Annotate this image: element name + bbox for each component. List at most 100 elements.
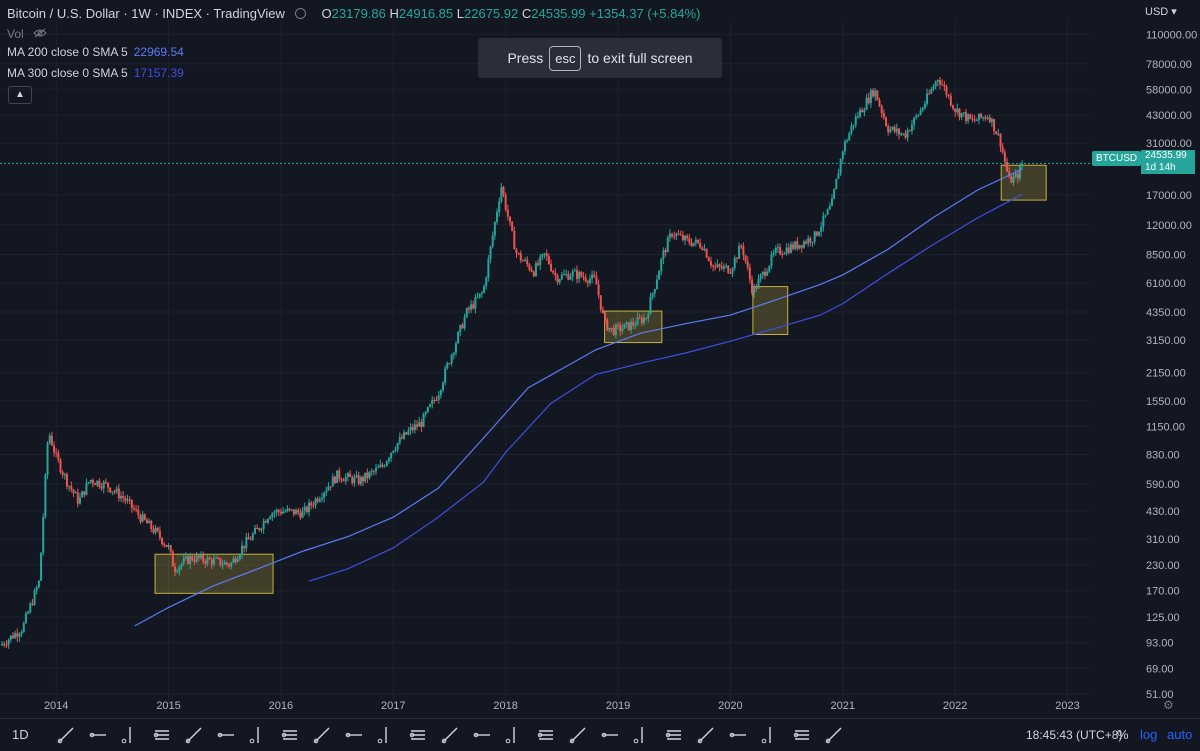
pitchfork-icon[interactable] <box>722 723 754 747</box>
candle <box>78 497 81 504</box>
ma200-legend[interactable]: MA 200 close 0 SMA 5 22969.54 <box>7 45 184 59</box>
candle <box>91 479 94 484</box>
fib-retracement-icon[interactable] <box>562 723 594 747</box>
brush-icon[interactable] <box>242 723 274 747</box>
candle <box>928 93 931 95</box>
candle <box>344 476 347 482</box>
candle <box>256 527 259 529</box>
clock[interactable]: 18:45:43 (UTC+8) <box>1026 728 1123 742</box>
bar-pattern-icon[interactable] <box>274 723 306 747</box>
candle <box>33 590 36 605</box>
vertical-line-icon[interactable] <box>114 723 146 747</box>
candle <box>195 555 198 562</box>
collapse-legend-button[interactable]: ▲ <box>8 86 32 104</box>
candle <box>850 125 853 134</box>
candle <box>230 562 233 567</box>
price-chart[interactable]: 110000.00 78000.00 58000.00 43000.00 31000.0… <box>0 0 1200 718</box>
price-range-icon[interactable] <box>306 723 338 747</box>
candle <box>802 241 805 248</box>
gear-icon[interactable]: ⚙ <box>1163 698 1174 712</box>
candle <box>454 343 457 353</box>
candle <box>895 128 898 132</box>
percent-scale-button[interactable]: % <box>1117 727 1129 742</box>
candle <box>290 509 293 511</box>
candle <box>1021 164 1024 166</box>
candle <box>498 201 501 213</box>
ruler-icon[interactable] <box>530 723 562 747</box>
candle <box>407 430 410 435</box>
text-icon[interactable] <box>338 723 370 747</box>
candle <box>759 275 762 280</box>
candle <box>132 507 135 510</box>
candle <box>400 437 403 439</box>
note-icon[interactable] <box>402 723 434 747</box>
auto-scale-button[interactable]: auto <box>1167 727 1193 742</box>
candle <box>794 241 797 249</box>
candle <box>269 516 272 520</box>
candle <box>329 486 332 488</box>
candle <box>433 399 436 401</box>
candle <box>617 324 620 326</box>
candle <box>867 97 870 104</box>
horizontal-line-icon[interactable] <box>82 723 114 747</box>
arrow-icon[interactable] <box>466 723 498 747</box>
candle <box>547 256 550 264</box>
candle <box>889 129 892 133</box>
candle <box>61 472 64 475</box>
ma300-legend[interactable]: MA 300 close 0 SMA 5 17157.39 <box>7 66 184 80</box>
candle <box>351 476 354 483</box>
symbol-title[interactable]: Bitcoin / U.S. Dollar · 1W · INDEX · Tra… <box>7 6 285 21</box>
candle <box>891 126 894 130</box>
candle <box>422 413 425 427</box>
candle <box>411 426 414 431</box>
callout-icon[interactable] <box>434 723 466 747</box>
candle <box>787 247 790 253</box>
candle <box>638 317 641 319</box>
currency-selector[interactable]: USD ▾ <box>1145 5 1177 18</box>
chevron-up-icon: ▲ <box>15 89 25 100</box>
candle <box>846 140 849 142</box>
xabcd-pattern-icon[interactable] <box>786 723 818 747</box>
candle <box>120 496 123 499</box>
rectangle-icon[interactable] <box>178 723 210 747</box>
candle <box>513 230 516 250</box>
elliott-wave-icon[interactable] <box>818 723 850 747</box>
candle <box>305 506 308 512</box>
path-icon[interactable] <box>370 723 402 747</box>
candle <box>266 519 269 523</box>
candle <box>459 324 462 332</box>
candle <box>960 113 963 118</box>
projection-icon[interactable] <box>498 723 530 747</box>
candle <box>59 459 62 473</box>
parallel-channel-icon[interactable] <box>146 723 178 747</box>
curve-icon[interactable] <box>210 723 242 747</box>
candle <box>772 252 775 255</box>
arc-icon[interactable] <box>754 723 786 747</box>
candle <box>331 476 334 487</box>
log-scale-button[interactable]: log <box>1140 727 1158 742</box>
candle <box>932 86 935 90</box>
candle <box>524 259 527 261</box>
candle <box>487 258 490 278</box>
candle <box>634 325 637 327</box>
candle <box>569 276 572 280</box>
trend-line-icon[interactable] <box>50 723 82 747</box>
volume-legend[interactable]: Vol <box>7 27 47 41</box>
timeframe-button[interactable]: 1D <box>12 727 29 742</box>
candle <box>364 472 367 482</box>
gann-box-icon[interactable] <box>658 723 690 747</box>
fib-channel-icon[interactable] <box>690 723 722 747</box>
candle <box>839 159 842 174</box>
candle <box>208 557 211 560</box>
candle <box>625 322 628 324</box>
candle <box>197 555 200 558</box>
candle <box>595 276 598 285</box>
fib-arc-icon[interactable] <box>626 723 658 747</box>
fib-fan-icon[interactable] <box>594 723 626 747</box>
eye-crossed-icon[interactable] <box>33 27 47 41</box>
candle <box>232 558 235 563</box>
candle <box>245 537 248 549</box>
highlight-boxes <box>154 164 1047 594</box>
candle <box>798 245 801 249</box>
candle <box>314 498 317 506</box>
